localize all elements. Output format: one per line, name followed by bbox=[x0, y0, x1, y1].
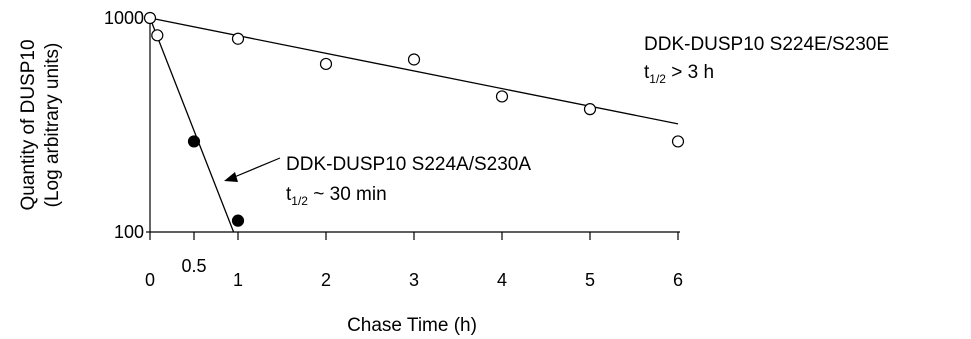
annotation-s224e: DDK-DUSP10 S224E/S230E t1/2 > 3 h bbox=[644, 34, 889, 86]
data-points bbox=[143, 11, 685, 227]
annotation-arrowhead bbox=[224, 172, 238, 182]
fit-line-s224e bbox=[149, 17, 679, 125]
annotation-arrow bbox=[231, 157, 281, 179]
halflife-value: > 3 h bbox=[666, 62, 714, 83]
axes bbox=[149, 18, 680, 233]
open-point bbox=[143, 11, 157, 25]
open-point bbox=[319, 57, 333, 71]
halflife-t: t bbox=[286, 184, 292, 205]
fit-line-s224a bbox=[149, 17, 235, 233]
open-point bbox=[671, 135, 685, 148]
x-tick-label: 0 bbox=[145, 270, 155, 290]
halflife-value: ~ 30 min bbox=[308, 184, 387, 205]
y-axis-title: Quantity of DUSP10 bbox=[18, 39, 39, 210]
annotation-s224a-label: DDK-DUSP10 S224A/S230A bbox=[286, 154, 531, 175]
x-tick-label: 4 bbox=[497, 270, 507, 290]
halflife-subscript: 1/2 bbox=[291, 194, 308, 208]
y-ticks: 100 1000 bbox=[104, 8, 150, 242]
x-axis-title: Chase Time (h) bbox=[347, 315, 477, 336]
halflife-subscript: 1/2 bbox=[649, 72, 666, 86]
annotation-s224a-halflife: t1/2 ~ 30 min bbox=[286, 184, 387, 208]
x-tick-label: 6 bbox=[673, 270, 683, 290]
open-point bbox=[495, 90, 509, 103]
filled-point bbox=[231, 214, 245, 227]
x-ticks: 0 0.5 1 2 3 4 5 6 bbox=[145, 232, 683, 290]
y-axis-subtitle: (Log arbitrary units) bbox=[42, 43, 63, 208]
open-point bbox=[231, 32, 245, 45]
x-tick-label: 2 bbox=[321, 270, 331, 290]
x-tick-label: 3 bbox=[409, 270, 419, 290]
open-point bbox=[407, 53, 421, 66]
filled-point bbox=[187, 135, 201, 148]
annotation-s224e-label: DDK-DUSP10 S224E/S230E bbox=[644, 34, 889, 55]
open-point bbox=[151, 29, 164, 42]
y-axis-title-group: Quantity of DUSP10 (Log arbitrary units) bbox=[18, 39, 63, 210]
annotation-s224e-halflife: t1/2 > 3 h bbox=[644, 62, 714, 86]
y-tick-label: 1000 bbox=[104, 8, 144, 28]
x-tick-label: 5 bbox=[585, 270, 595, 290]
fit-lines bbox=[149, 17, 679, 233]
halflife-t: t bbox=[644, 62, 650, 83]
annotation-s224a: DDK-DUSP10 S224A/S230A t1/2 ~ 30 min bbox=[224, 154, 531, 208]
x-tick-label: 0.5 bbox=[181, 256, 206, 276]
open-point bbox=[583, 103, 597, 116]
y-tick-label: 100 bbox=[114, 222, 144, 242]
x-tick-label: 1 bbox=[233, 270, 243, 290]
